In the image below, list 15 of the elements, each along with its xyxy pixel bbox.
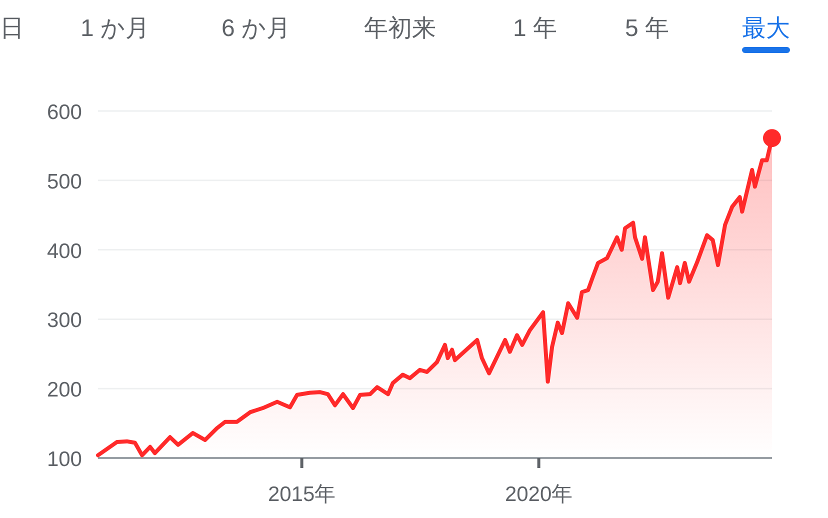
y-tick-label: 600 [46,101,82,124]
y-tick-label: 100 [46,448,82,471]
x-tick-label: 2015年 [268,483,336,506]
text: 日 [0,15,24,42]
text: 1 年 [512,15,558,42]
y-tick-label: 400 [46,240,82,263]
text: 6 か月 [221,15,291,42]
text: 1 か月 [80,15,150,42]
y-tick-label: 500 [46,170,82,194]
text: 最大 [742,15,790,42]
y-tick-label: 300 [46,309,82,332]
text: 5 年 [624,15,670,42]
y-tick-label: 200 [46,378,82,402]
text: 年初来 [364,15,436,42]
x-tick-label: 2020年 [504,483,573,506]
